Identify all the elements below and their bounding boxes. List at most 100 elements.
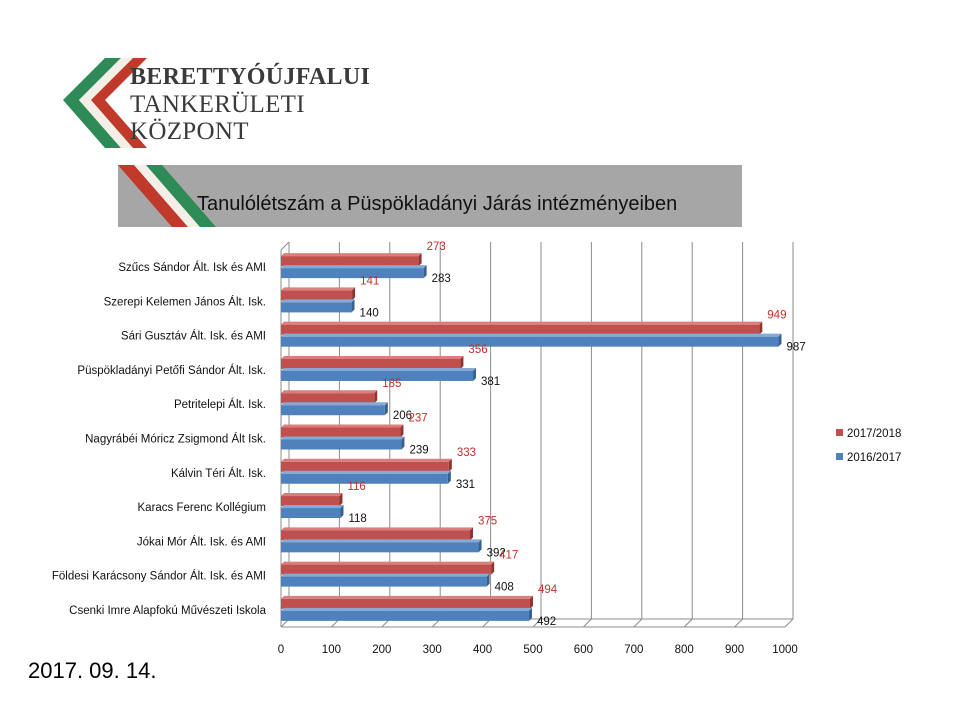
x-tick-label: 1000 (772, 644, 798, 656)
legend-label: 2017/2018 (847, 428, 901, 440)
data-label: 375 (478, 515, 497, 527)
bar-end-face (470, 527, 473, 541)
x-tick-label: 0 (278, 644, 284, 656)
data-label: 141 (360, 275, 379, 287)
category-label: Szerepi Kelemen János Ált. Isk. (104, 295, 266, 308)
bar-top-face (281, 493, 343, 497)
bar-front-face (281, 598, 530, 609)
bar-front-face (281, 324, 760, 335)
bar-2016-2017 (281, 333, 782, 347)
logo-chevron-icon (63, 58, 147, 148)
category-label: Nagyrábéi Móricz Zsigmond Ált Isk. (85, 433, 266, 446)
bar-2016-2017 (281, 299, 355, 313)
chart-title: Tanulólétszám a Püspökladányi Járás inté… (197, 193, 678, 215)
bar-front-face (281, 530, 470, 541)
bar-2017-2018 (281, 424, 404, 438)
gridline-floor (532, 618, 542, 628)
category-label: Karacs Ferenc Kollégium (138, 502, 266, 514)
bar-end-face (460, 355, 464, 369)
bar-end-face (423, 265, 427, 279)
data-label: 492 (537, 616, 556, 628)
bar-front-face (281, 336, 779, 347)
bar-top-face (281, 287, 356, 291)
bar-2017-2018 (281, 355, 464, 369)
bar-2017-2018 (281, 287, 356, 301)
data-label: 949 (767, 310, 786, 322)
title-stripes-icon (118, 165, 216, 227)
bar-front-face (281, 439, 402, 450)
category-label: Csenki Imre Alapfokú Művészeti Iskola (69, 605, 266, 617)
bar-2016-2017 (281, 265, 427, 279)
bar-end-face (528, 607, 532, 621)
data-label: 987 (786, 342, 805, 354)
bar-2017-2018 (281, 527, 473, 541)
bar-end-face (447, 470, 451, 484)
logo-line-3: KÖZPONT (130, 118, 249, 145)
bar-front-face (281, 370, 474, 381)
category-label: Jókai Mór Ált. Isk. és AMI (137, 535, 266, 548)
bar-front-face (281, 427, 401, 438)
data-label: 283 (432, 273, 451, 285)
data-label: 381 (481, 376, 500, 388)
bar-2016-2017 (281, 539, 482, 553)
bar-top-face (281, 607, 532, 611)
bar-end-face (418, 253, 422, 267)
bar-top-face (281, 321, 763, 325)
bar-2017-2018 (281, 493, 343, 507)
bar-top-face (281, 458, 452, 462)
logo-line-1: BERETTYÓÚJFALUI (130, 64, 371, 90)
bar-2016-2017 (281, 402, 388, 416)
bar-front-face (281, 496, 340, 507)
logo-text: BERETTYÓÚJFALUI TANKERÜLETI KÖZPONT (130, 64, 370, 145)
gridline-floor (784, 618, 794, 628)
logo-line-2: TANKERÜLETI (130, 91, 305, 118)
bar-front-face (281, 610, 529, 621)
data-label: 237 (408, 413, 427, 425)
data-label: 417 (499, 550, 518, 562)
bar-end-face (491, 561, 495, 575)
bar-front-face (281, 508, 341, 519)
gridline-floor (583, 618, 592, 628)
bar-top-face (281, 527, 473, 531)
bar-top-face (281, 436, 405, 440)
bar-front-face (281, 576, 487, 587)
data-label: 273 (427, 241, 446, 253)
legend-swatch (836, 453, 843, 460)
x-tick-label: 700 (624, 644, 643, 656)
category-label: Püspökladányi Petőfi Sándor Ált. Isk. (77, 364, 266, 377)
bar-2017-2018 (281, 390, 378, 404)
bar-top-face (281, 299, 355, 303)
legend-swatch (836, 429, 843, 436)
date-label: 2017. 09. 14. (28, 658, 157, 683)
x-tick-label: 500 (523, 644, 542, 656)
category-label: Petritelepi Ált. Isk. (174, 398, 266, 411)
x-tick-label: 100 (322, 644, 341, 656)
y-axis-top (280, 241, 290, 251)
data-label: 206 (393, 410, 412, 422)
bar-end-face (340, 505, 344, 519)
data-label: 356 (468, 344, 487, 356)
data-label: 239 (409, 445, 428, 457)
bar-end-face (486, 573, 490, 587)
bar-front-face (281, 358, 461, 369)
bar-end-face (400, 424, 404, 438)
bar-2016-2017 (281, 573, 490, 587)
gridline-floor (734, 618, 743, 628)
bar-2017-2018 (281, 561, 495, 575)
legend-label: 2016/2017 (847, 452, 901, 464)
bar-front-face (281, 393, 375, 404)
x-tick-label: 400 (473, 644, 492, 656)
bar-top-face (281, 573, 490, 577)
bar-top-face (281, 470, 451, 474)
bar-top-face (281, 402, 388, 406)
bar-front-face (281, 256, 419, 267)
bar-end-face (529, 595, 533, 609)
data-label: 118 (348, 513, 366, 525)
bar-top-face (281, 561, 495, 565)
category-label: Sári Gusztáv Ált. Isk. és AMI (121, 330, 266, 343)
bar-end-face (478, 539, 482, 553)
title-bar (118, 165, 742, 227)
bar-2016-2017 (281, 505, 344, 519)
bar-top-face (281, 390, 378, 394)
